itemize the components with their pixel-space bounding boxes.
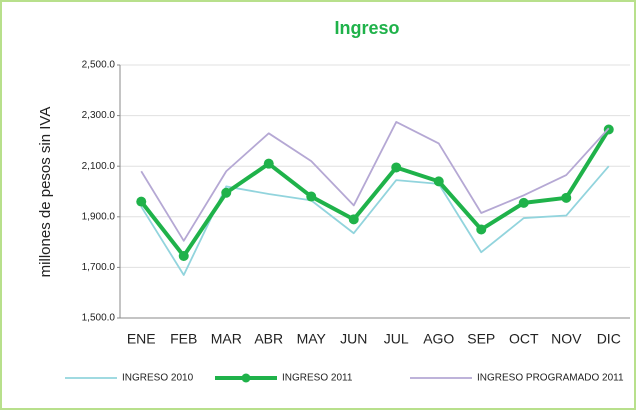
x-tick-label: MAR: [211, 331, 242, 347]
y-tick-label: 1,700.0: [82, 262, 116, 273]
y-tick-label: 2,100.0: [82, 161, 116, 172]
x-tick-label: AGO: [423, 331, 454, 347]
point: [263, 158, 274, 169]
series-line: [139, 128, 611, 259]
legend-label: INGRESO 2010: [122, 373, 194, 384]
x-tick-label: JUN: [340, 331, 367, 347]
x-tick-label: FEB: [170, 331, 197, 347]
y-axis-label: millones de pesos sin IVA: [37, 107, 54, 278]
legend-label: INGRESO PROGRAMADO 2011: [477, 373, 624, 384]
x-tick-label: JUL: [384, 331, 409, 347]
x-tick-label: NOV: [551, 331, 582, 347]
point: [433, 176, 444, 187]
legend-marker: [241, 373, 251, 383]
x-tick-label: SEP: [467, 331, 495, 347]
y-tick-label: 2,300.0: [82, 110, 116, 121]
x-tick-label: ENE: [127, 331, 156, 347]
chart-title: Ingreso: [334, 18, 399, 38]
point: [518, 197, 529, 208]
y-tick-label: 1,500.0: [82, 313, 116, 324]
x-tick-label: OCT: [509, 331, 539, 347]
point: [476, 224, 487, 235]
x-tick-label: ABR: [254, 331, 283, 347]
point: [348, 214, 359, 225]
legend-label: INGRESO 2011: [282, 373, 353, 384]
point: [136, 196, 147, 207]
point: [561, 192, 572, 203]
point: [391, 162, 402, 173]
y-tick-label: 2,500.0: [82, 60, 116, 71]
point: [221, 187, 232, 198]
point: [178, 251, 189, 262]
x-tick-label: DIC: [597, 331, 621, 347]
y-tick-label: 1,900.0: [82, 211, 116, 222]
series-line: [140, 121, 610, 242]
x-tick-label: MAY: [297, 331, 327, 347]
point: [306, 191, 317, 202]
